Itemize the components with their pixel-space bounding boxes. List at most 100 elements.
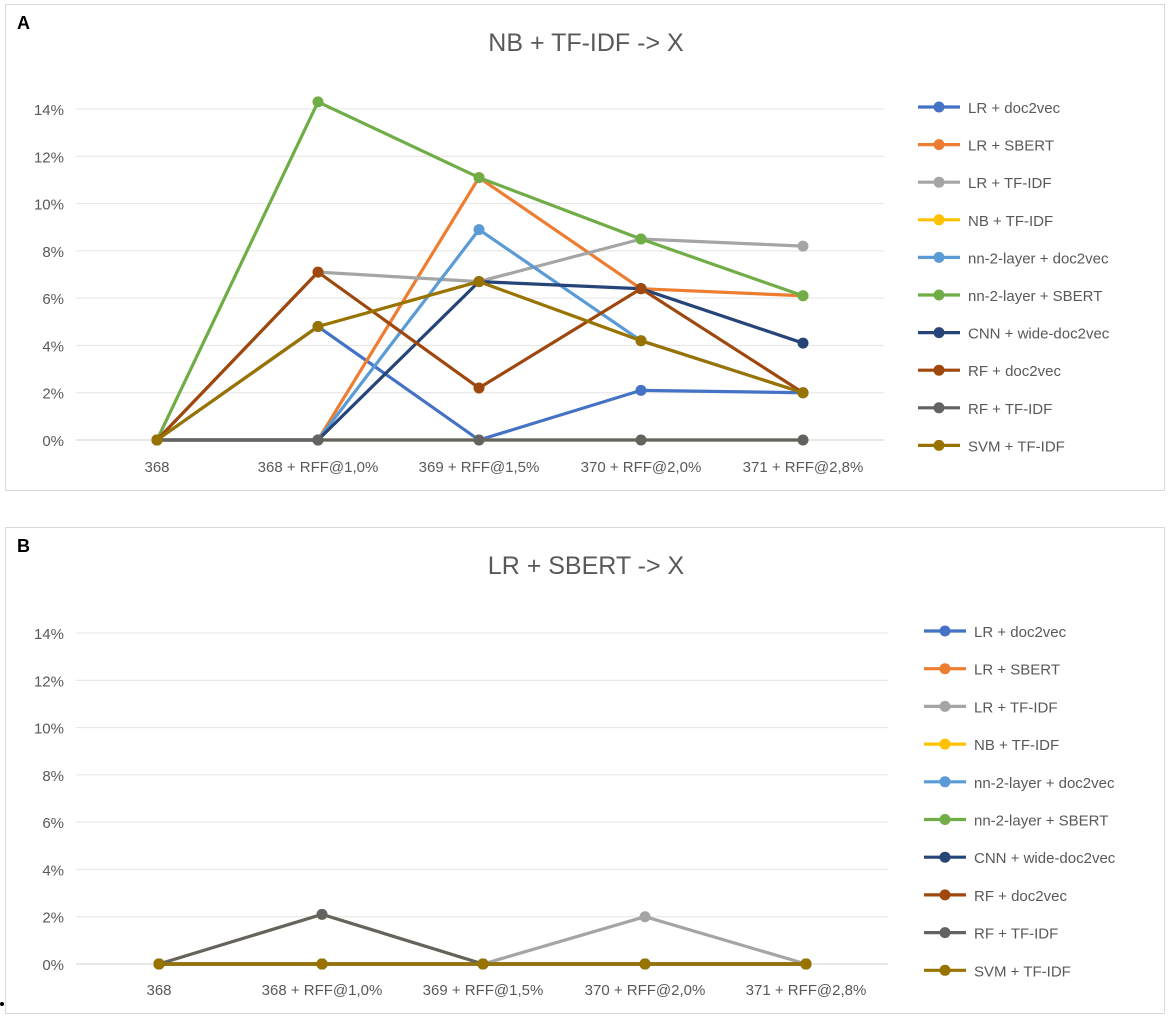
data-point [312,321,324,333]
data-point [473,172,485,184]
data-point [312,434,324,446]
series-line [158,912,806,966]
chart-panel-a: A NB + TF-IDF -> X 0% 2% 4% 6% 8% 10% 12% 14% 36… [5,4,1165,491]
data-point [635,434,647,446]
legend-marker [939,663,951,675]
x-tick-label: 368 [146,982,171,999]
legend-marker [939,889,951,901]
data-point [316,908,328,920]
legend-label: SVM + TF-IDF [968,438,1065,455]
data-point [800,958,812,970]
data-point [473,224,485,236]
series-line [158,912,806,966]
y-tick-label: 2% [42,910,64,927]
data-point [797,434,809,446]
legend-marker [939,625,951,637]
stray-dot [0,1002,4,1006]
data-point [797,240,809,252]
series-line [156,279,804,442]
legend-label: SVM + TF-IDF [974,963,1071,980]
y-tick-label: 12% [34,149,64,166]
x-tick-label: 368 [144,459,169,476]
legend-label: LR + doc2vec [968,100,1061,117]
y-tick-label: 10% [34,721,64,738]
x-tick-label: 369 + RFF@1,5% [419,459,540,476]
y-tick-label: 0% [42,433,64,450]
legend-label: CNN + wide-doc2vec [974,850,1116,867]
x-tick-label: 371 + RFF@2,8% [743,459,864,476]
legend-label: RF + doc2vec [974,888,1067,905]
chart-panel-b: B LR + SBERT -> X 0% 2% 4% 6% 8% 10% 12% 14% 368… [5,527,1165,1014]
legend-label: nn-2-layer + doc2vec [974,775,1115,792]
legend-label: NB + TF-IDF [974,737,1059,754]
legend-marker [933,176,945,188]
chart-title: NB + TF-IDF -> X [488,29,684,57]
data-point [797,387,809,399]
series-line [157,175,804,442]
legend-label: nn-2-layer + SBERT [968,288,1102,305]
y-tick-label: 6% [42,291,64,308]
y-tick-label: 14% [34,626,64,643]
legend-label: LR + SBERT [968,138,1054,155]
data-point [473,434,485,446]
legend-marker [933,289,945,301]
legend-marker [933,327,945,339]
legend-label: LR + TF-IDF [968,175,1051,192]
data-point [477,958,489,970]
y-tick-label: 12% [34,673,64,690]
legend-marker [939,927,951,939]
legend-marker [939,700,951,712]
data-point [151,434,163,446]
data-point [312,266,324,278]
legend-marker [939,738,951,750]
data-point [635,384,647,396]
x-tick-label: 369 + RFF@1,5% [423,982,544,999]
panel-label: A [17,13,30,33]
legend-label: RF + doc2vec [968,363,1061,380]
data-point [635,233,647,245]
series-line [159,915,807,966]
data-point [635,283,647,295]
x-tick-label: 371 + RFF@2,8% [746,982,867,999]
legend-label: LR + doc2vec [974,624,1067,641]
data-point [473,382,485,394]
legend-label: nn-2-layer + SBERT [974,813,1108,830]
y-tick-label: 0% [42,957,64,974]
data-point [316,958,328,970]
series-line [155,270,804,442]
legend-marker [933,139,945,151]
legend-marker [933,439,945,451]
legend-label: CNN + wide-doc2vec [968,326,1110,343]
line-chart: 0% 2% 4% 6% 8% 10% 12% 14% 368 368 + RFF@1,0% 369 … [34,96,1110,476]
legend-label: LR + SBERT [974,662,1060,679]
x-tick-label: 368 + RFF@1,0% [258,459,379,476]
y-tick-label: 4% [42,338,64,355]
legend-marker [939,776,951,788]
legend-marker [933,364,945,376]
legend-marker [933,101,945,113]
legend-label: NB + TF-IDF [968,213,1053,230]
legend-label: RF + TF-IDF [968,401,1052,418]
y-tick-label: 8% [42,768,64,785]
x-tick-label: 370 + RFF@2,0% [585,982,706,999]
data-point [639,958,651,970]
legend-marker [933,251,945,263]
y-tick-label: 6% [42,815,64,832]
x-tick-label: 370 + RFF@2,0% [581,459,702,476]
legend-marker [939,814,951,825]
data-point [153,958,165,970]
data-point [797,337,809,349]
y-tick-label: 8% [42,244,64,261]
legend-marker [939,851,951,863]
legend-label: RF + TF-IDF [974,926,1058,943]
y-tick-label: 4% [42,862,64,879]
legend-marker [933,214,945,226]
data-point [312,96,324,108]
data-point [635,335,647,347]
legend-label: nn-2-layer + doc2vec [968,250,1109,267]
legend-marker [939,964,951,976]
y-tick-label: 2% [42,386,64,403]
y-tick-label: 14% [34,102,64,119]
line-chart: 0% 2% 4% 6% 8% 10% 12% 14% 368 368 + RFF@1,0% 369 … [34,624,1116,999]
data-point [473,276,485,288]
